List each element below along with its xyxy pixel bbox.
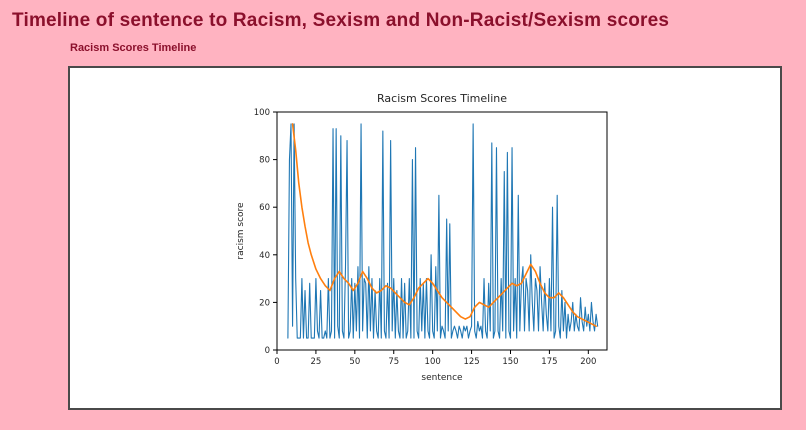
chart-panel: Racism Scores Timeline 0 25 50 75 100 125 150 17…: [68, 66, 782, 410]
svg-text:0: 0: [265, 346, 270, 356]
svg-text:0: 0: [274, 357, 279, 367]
svg-text:sentence: sentence: [421, 373, 463, 383]
svg-text:40: 40: [259, 251, 270, 261]
svg-text:Racism Scores Timeline: Racism Scores Timeline: [377, 92, 507, 105]
svg-text:50: 50: [349, 357, 360, 367]
svg-text:125: 125: [463, 357, 479, 367]
svg-text:racism score: racism score: [236, 202, 246, 260]
svg-text:20: 20: [259, 298, 270, 308]
section-label: Racism Scores Timeline: [70, 42, 197, 54]
svg-text:150: 150: [502, 357, 518, 367]
svg-text:175: 175: [541, 357, 557, 367]
svg-text:100: 100: [254, 108, 270, 118]
svg-text:200: 200: [580, 357, 596, 367]
page-title: Timeline of sentence to Racism, Sexism a…: [12, 10, 670, 31]
svg-text:75: 75: [388, 357, 399, 367]
svg-text:100: 100: [425, 357, 441, 367]
racism-scores-chart: Racism Scores Timeline 0 25 50 75 100 125 150 17…: [236, 92, 608, 383]
svg-text:80: 80: [259, 156, 270, 166]
svg-text:25: 25: [311, 357, 322, 367]
svg-text:60: 60: [259, 203, 270, 213]
